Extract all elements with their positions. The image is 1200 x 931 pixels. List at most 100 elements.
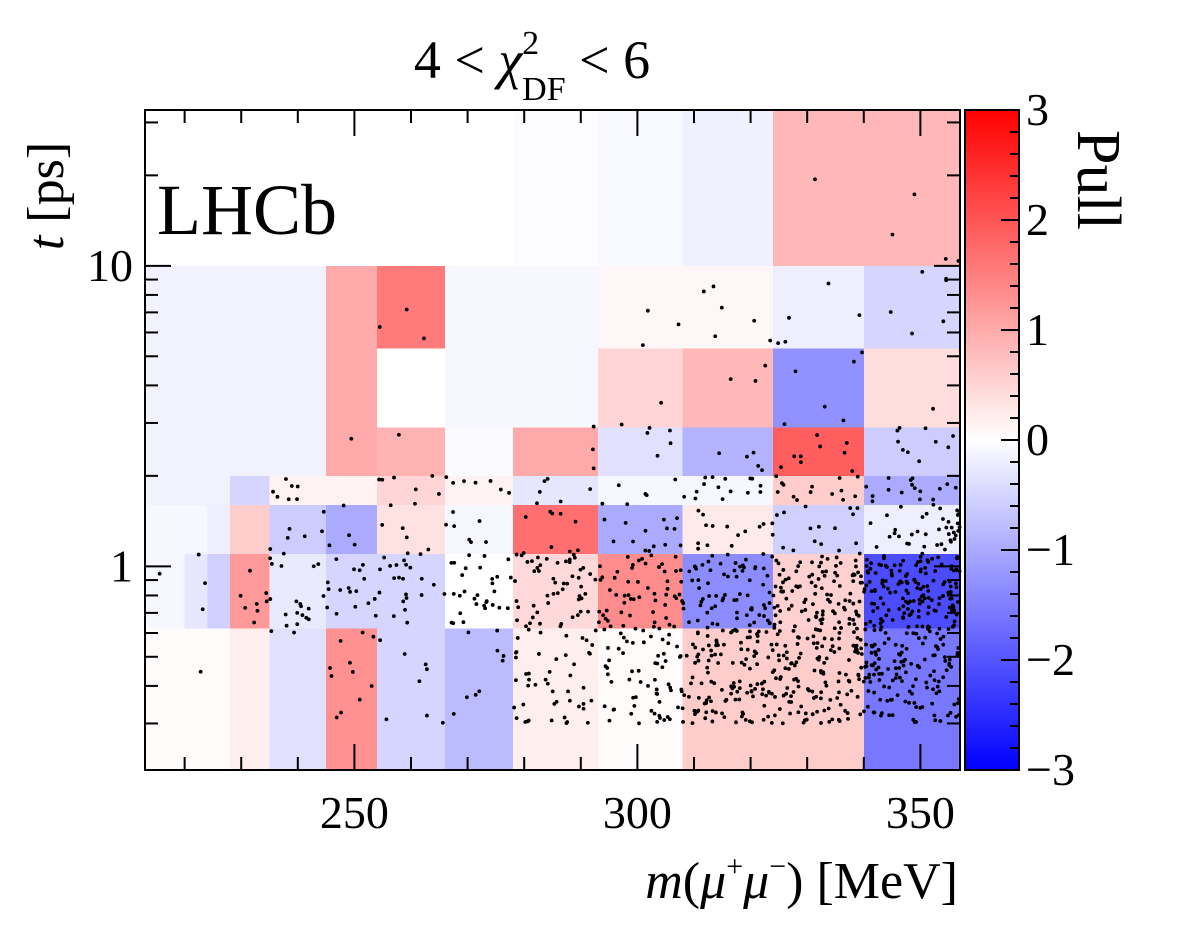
data-point-1027 <box>877 656 881 661</box>
data-point-910 <box>796 679 800 683</box>
data-point-1039 <box>911 631 916 636</box>
data-point-771 <box>748 683 753 688</box>
data-point-637 <box>521 702 526 707</box>
data-point-16 <box>243 605 248 610</box>
data-point-370 <box>774 558 779 563</box>
data-point-814 <box>815 709 820 714</box>
data-point-393 <box>778 585 783 590</box>
data-point-77 <box>452 560 457 565</box>
y-tick-label-10: 10 <box>87 240 133 291</box>
data-point-718 <box>690 675 695 680</box>
data-point-711 <box>713 652 718 657</box>
xlabel-mu2: μ <box>742 853 769 910</box>
data-point-926 <box>796 684 801 689</box>
data-point-1056 <box>867 672 872 677</box>
colorbar-ticks <box>1001 109 1019 771</box>
data-point-1242 <box>899 490 904 495</box>
data-point-1140 <box>761 522 766 526</box>
plot-frame <box>144 109 961 771</box>
data-point-1000 <box>912 700 917 705</box>
data-point-698 <box>625 639 629 644</box>
data-point-60 <box>394 563 399 567</box>
data-point-557 <box>900 596 905 601</box>
data-point-578 <box>348 660 352 665</box>
data-point-321 <box>855 626 859 631</box>
data-point-181 <box>651 624 656 629</box>
data-point-1248 <box>897 534 901 539</box>
data-point-759 <box>699 681 704 686</box>
data-point-563 <box>949 566 954 571</box>
data-point-690 <box>666 641 671 646</box>
data-point-1030 <box>922 657 927 662</box>
data-point-1121 <box>663 542 668 547</box>
data-point-740 <box>723 699 728 703</box>
data-point-1065 <box>413 501 417 506</box>
data-point-674 <box>676 705 680 710</box>
data-point-567 <box>869 589 874 594</box>
data-point-394 <box>810 572 815 577</box>
data-point-238 <box>720 628 725 633</box>
data-point-1215 <box>920 551 925 556</box>
data-point-20 <box>269 561 274 566</box>
data-point-1206 <box>885 513 889 518</box>
data-point-792 <box>750 720 754 725</box>
title-subscript: DF <box>522 71 565 108</box>
data-point-873 <box>775 632 780 637</box>
data-point-139 <box>559 621 564 626</box>
data-point-74 <box>478 565 483 570</box>
data-point-492 <box>926 588 931 593</box>
data-point-558 <box>878 596 883 600</box>
data-point-284 <box>734 598 739 602</box>
data-point-153 <box>570 574 575 579</box>
data-point-573 <box>501 654 506 658</box>
data-point-1043 <box>886 636 891 641</box>
data-point-125 <box>578 609 583 614</box>
heatmap-cell-22 <box>444 427 513 476</box>
data-point-1078 <box>286 497 291 502</box>
data-point-194 <box>597 609 602 614</box>
data-point-1221 <box>953 485 958 490</box>
data-point-658 <box>605 672 610 677</box>
data-point-1160 <box>729 543 734 548</box>
data-point-59 <box>418 552 423 556</box>
data-point-1200 <box>941 517 945 521</box>
title-chi: χ <box>493 30 523 90</box>
data-point-10 <box>238 593 243 598</box>
data-point-443 <box>888 590 893 595</box>
data-point-256 <box>687 569 692 574</box>
heatmap-cell-44 <box>377 504 445 554</box>
data-point-741 <box>714 638 719 643</box>
data-point-611 <box>567 698 572 703</box>
data-point-90 <box>460 573 465 577</box>
data-point-38 <box>377 590 382 595</box>
data-point-615 <box>581 685 586 690</box>
data-point-1328 <box>813 177 817 182</box>
data-point-993 <box>897 666 902 670</box>
data-point-128 <box>570 615 575 620</box>
data-point-328 <box>847 622 852 626</box>
data-point-1092 <box>388 503 393 508</box>
data-point-824 <box>836 679 841 684</box>
data-point-1029 <box>914 631 919 636</box>
data-point-341 <box>829 593 833 597</box>
data-point-1012 <box>876 665 881 670</box>
data-point-182 <box>619 610 624 615</box>
data-point-8 <box>248 568 252 573</box>
data-point-43 <box>325 580 330 585</box>
data-point-466 <box>866 570 871 575</box>
data-point-300 <box>851 579 856 584</box>
heatmap-cell-60 <box>597 553 683 629</box>
data-point-798 <box>759 681 764 686</box>
data-point-722 <box>735 689 740 694</box>
data-point-1253 <box>931 502 936 507</box>
data-point-144 <box>576 597 581 602</box>
heatmap-cell-34 <box>512 475 598 505</box>
data-point-258 <box>708 568 713 573</box>
data-point-1252 <box>922 544 927 549</box>
data-point-1102 <box>462 479 466 484</box>
data-point-280 <box>698 603 703 608</box>
data-point-251 <box>713 604 718 609</box>
data-point-134 <box>516 605 521 610</box>
data-point-1117 <box>550 511 555 516</box>
data-point-781 <box>730 686 735 691</box>
